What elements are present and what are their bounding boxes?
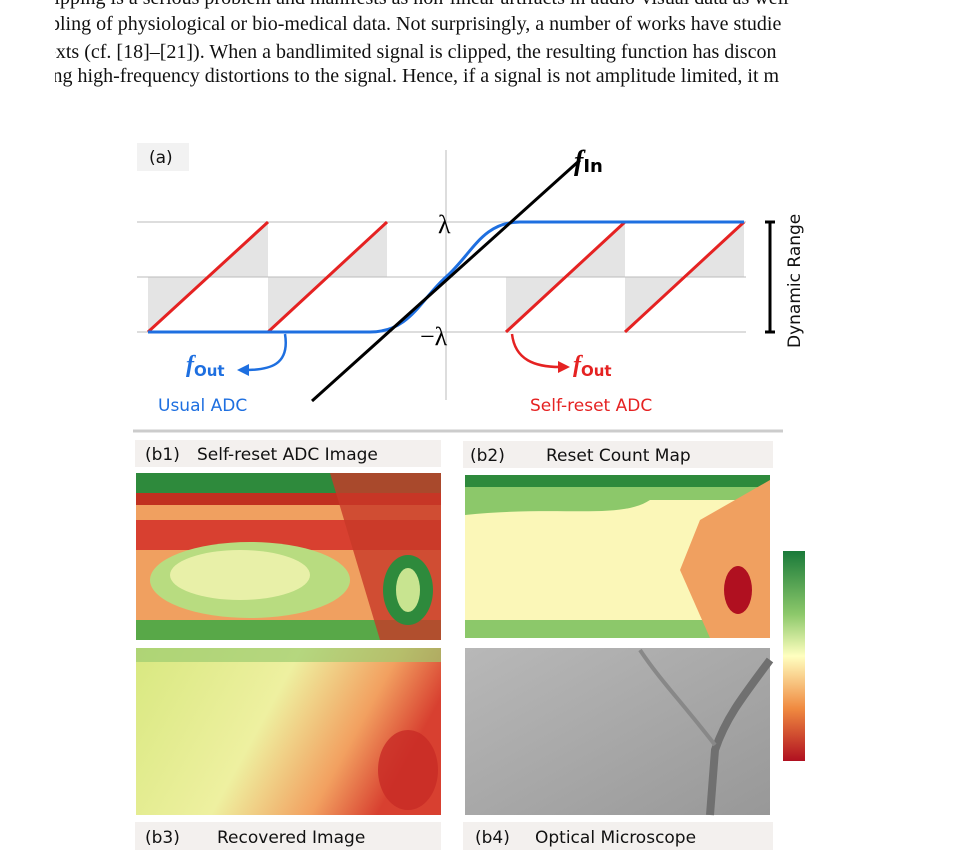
usual-adc: Usual ADC [158, 396, 247, 416]
paragraph: clipping is a serious problem and manife… [40, 0, 789, 87]
arrowhead [558, 361, 570, 373]
neg-lambda: −λ [420, 322, 448, 351]
panel-title: Recovered Image [217, 828, 365, 848]
panel-label: (b2) [470, 446, 505, 466]
text-line: ing high-frequency distortions to the si… [47, 65, 780, 87]
input-line [310, 158, 582, 403]
arrowhead [237, 364, 249, 376]
dynamic-range: Dynamic Range [785, 214, 805, 348]
f-in: fIn [574, 146, 603, 177]
image-b2 [465, 475, 770, 638]
lambda: λ [438, 210, 451, 239]
panel-a: (a) fIn λ −λ Dynamic Range fOut fOut Usu… [133, 140, 805, 428]
self-reset-adc: Self-reset ADC [530, 396, 652, 416]
image-b3 [136, 648, 441, 815]
panel-title: Self-reset ADC Image [197, 445, 378, 465]
bracket [765, 220, 775, 334]
image-b4 [465, 648, 774, 816]
label-bg [137, 143, 189, 171]
text-line: clipping is a serious problem and manife… [40, 0, 789, 9]
text-line: pling of physiological or bio-medical da… [50, 13, 781, 35]
panel-bg [133, 140, 783, 428]
text-line: exts (cf. [18]–[21]). When a bandlimited… [47, 41, 776, 63]
colorbar [783, 551, 805, 761]
arrow [510, 333, 561, 369]
arrow [244, 333, 288, 372]
panel-title: Optical Microscope [535, 828, 696, 848]
f-out: fOut [186, 352, 225, 380]
f-out: fOut [573, 352, 612, 380]
self-reset-curve [146, 220, 746, 334]
panel-label: (b1) [145, 445, 180, 465]
panel-label: (b4) [475, 828, 510, 848]
panel-title: Reset Count Map [546, 446, 691, 466]
image-b1 [136, 473, 441, 640]
panel-label: (a) [149, 148, 173, 168]
panel-labels: (b1) Self-reset ADC Image (b2) Reset Cou… [135, 440, 773, 850]
panel-label: (b3) [145, 828, 180, 848]
